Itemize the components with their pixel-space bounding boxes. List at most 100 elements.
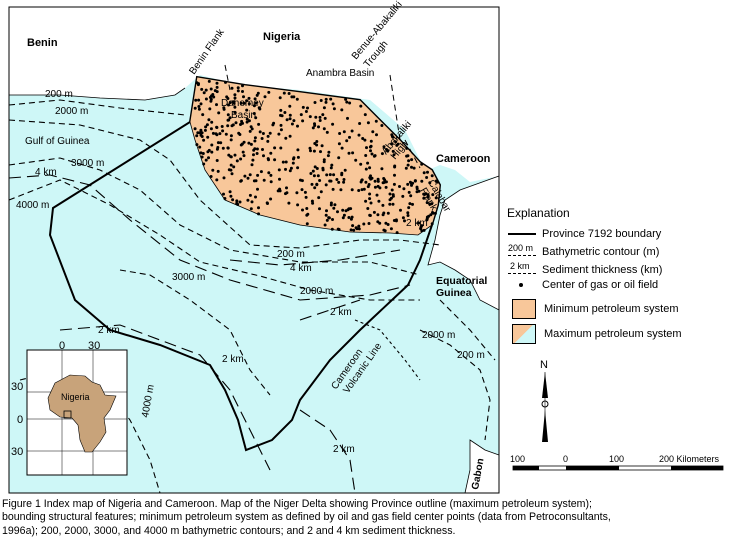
legend-max-text: Maximum petroleum system bbox=[544, 328, 682, 340]
field-point bbox=[369, 174, 372, 178]
field-point bbox=[370, 152, 374, 156]
field-point bbox=[229, 138, 233, 142]
field-point bbox=[376, 220, 380, 224]
field-point bbox=[197, 98, 201, 102]
field-point bbox=[369, 201, 373, 205]
field-point bbox=[417, 189, 421, 193]
field-point bbox=[359, 162, 363, 166]
field-point bbox=[255, 152, 259, 155]
field-point bbox=[373, 154, 377, 158]
field-point bbox=[425, 215, 429, 219]
field-point bbox=[277, 132, 281, 136]
field-point bbox=[234, 121, 238, 125]
field-point bbox=[232, 165, 236, 169]
contour-2000-nw: 2000 m bbox=[55, 106, 88, 117]
field-point bbox=[430, 222, 434, 226]
field-point bbox=[261, 148, 264, 151]
field-point bbox=[281, 160, 285, 164]
field-point bbox=[322, 158, 326, 162]
field-point bbox=[311, 169, 315, 173]
field-point bbox=[343, 168, 347, 172]
field-point bbox=[348, 101, 352, 105]
field-point bbox=[311, 126, 315, 130]
field-point bbox=[417, 221, 421, 225]
structural-features bbox=[224, 64, 421, 169]
field-point bbox=[239, 179, 243, 183]
max-system-swatch bbox=[512, 324, 536, 344]
field-point bbox=[386, 211, 390, 215]
field-point bbox=[279, 108, 283, 112]
land-area bbox=[9, 7, 499, 182]
field-point bbox=[337, 180, 341, 184]
field-point bbox=[402, 187, 406, 191]
field-point bbox=[426, 170, 429, 174]
field-point bbox=[314, 115, 318, 119]
scale-bar: 100 0 100 200 Kilometers bbox=[510, 454, 724, 471]
field-point bbox=[265, 201, 269, 205]
field-point bbox=[363, 113, 367, 117]
field-point bbox=[208, 107, 212, 111]
label-gabon: Gabon bbox=[470, 457, 486, 490]
field-point bbox=[312, 174, 316, 178]
field-point bbox=[256, 187, 259, 191]
field-point bbox=[220, 125, 224, 128]
field-point bbox=[193, 127, 197, 131]
field-point bbox=[406, 154, 410, 158]
field-point bbox=[367, 222, 371, 225]
field-point bbox=[388, 198, 392, 202]
field-point bbox=[372, 210, 376, 214]
field-point bbox=[229, 155, 233, 159]
field-point bbox=[322, 106, 326, 110]
legend-sediment: 2 km Sediment thickness (km) bbox=[508, 261, 662, 277]
field-point bbox=[341, 208, 345, 212]
field-point bbox=[410, 165, 413, 169]
field-point bbox=[239, 101, 243, 105]
field-point bbox=[391, 135, 395, 139]
field-point bbox=[197, 105, 201, 108]
field-point bbox=[199, 128, 203, 132]
field-point bbox=[248, 129, 252, 133]
field-point bbox=[288, 104, 292, 108]
field-point bbox=[273, 146, 277, 150]
field-point bbox=[389, 227, 393, 231]
field-point bbox=[254, 116, 258, 120]
field-point bbox=[344, 97, 348, 101]
legend-boundary-text: Province 7192 boundary bbox=[542, 228, 662, 240]
field-point bbox=[252, 104, 256, 108]
field-point bbox=[364, 199, 368, 203]
field-point bbox=[335, 178, 339, 181]
field-point bbox=[227, 153, 231, 157]
contour-200-e: 200 m bbox=[457, 350, 485, 361]
field-point bbox=[377, 199, 381, 203]
field-point bbox=[420, 179, 424, 183]
field-point bbox=[239, 123, 242, 126]
field-point bbox=[196, 83, 200, 87]
field-point bbox=[348, 135, 351, 139]
field-point bbox=[296, 203, 300, 207]
field-point bbox=[222, 176, 226, 180]
cameroon-land bbox=[427, 175, 500, 311]
field-point bbox=[241, 90, 244, 93]
field-point bbox=[349, 228, 353, 232]
field-point bbox=[324, 97, 328, 101]
field-point bbox=[292, 156, 296, 160]
contour-2km-bottom: 2 km bbox=[333, 444, 355, 455]
field-point bbox=[215, 178, 219, 182]
north-arrow: N bbox=[540, 359, 549, 442]
field-point bbox=[304, 195, 308, 199]
field-point bbox=[405, 146, 409, 150]
field-point bbox=[233, 110, 237, 114]
field-point bbox=[319, 99, 323, 102]
field-point bbox=[245, 108, 249, 112]
field-point bbox=[383, 178, 387, 182]
field-point bbox=[300, 179, 304, 183]
field-point bbox=[425, 176, 429, 179]
field-point bbox=[296, 155, 300, 159]
field-point bbox=[231, 198, 235, 202]
field-point bbox=[313, 142, 317, 145]
field-point bbox=[316, 174, 320, 178]
field-point bbox=[233, 93, 237, 97]
field-point bbox=[296, 124, 299, 128]
label-guinea: Guinea bbox=[436, 287, 472, 299]
field-point bbox=[259, 170, 263, 174]
